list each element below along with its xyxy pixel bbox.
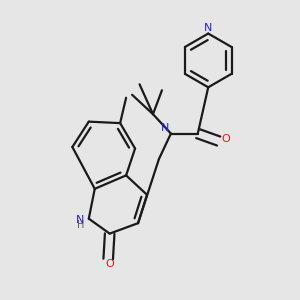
- Text: N: N: [76, 215, 84, 225]
- Text: H: H: [77, 220, 84, 230]
- Text: O: O: [105, 260, 114, 269]
- Text: O: O: [221, 134, 230, 144]
- Text: N: N: [204, 23, 212, 33]
- Text: N: N: [161, 123, 170, 133]
